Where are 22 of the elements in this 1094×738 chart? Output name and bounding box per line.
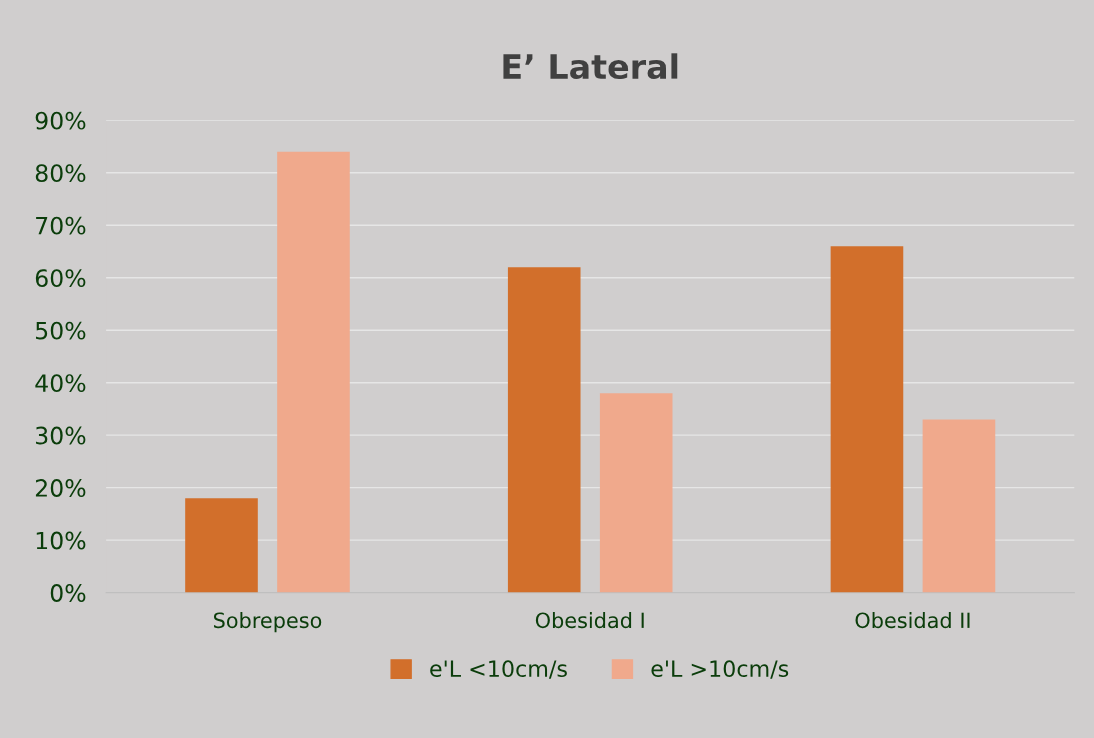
- legend-label: e'L >10cm/s: [651, 660, 789, 679]
- y-tick-label: 40%: [35, 374, 86, 392]
- y-tick-label: 10%: [36, 531, 86, 550]
- x-tick-label: Sobrepeso: [213, 612, 322, 633]
- y-tick-label: 80%: [35, 164, 86, 183]
- x-tick-label: Obesidad I: [535, 612, 644, 629]
- bar: [507, 267, 581, 593]
- y-tick-label: 20%: [35, 479, 86, 497]
- y-tick-label: 0%: [50, 584, 86, 602]
- y-tick-label: 60%: [35, 269, 86, 288]
- bar: [277, 151, 350, 593]
- x-tick-label: Obesidad II: [855, 612, 970, 629]
- bar: [599, 393, 673, 593]
- y-tick-label: 70%: [36, 216, 86, 235]
- bar: [922, 419, 996, 593]
- bar: [185, 498, 258, 593]
- bar: [830, 246, 904, 593]
- legend-label: e'L <10cm/s: [430, 660, 567, 679]
- y-tick-label: 90%: [35, 111, 86, 130]
- chart-title: E’ Lateral: [503, 53, 678, 80]
- y-tick-label: 50%: [36, 321, 86, 340]
- y-tick-label: 30%: [35, 426, 86, 445]
